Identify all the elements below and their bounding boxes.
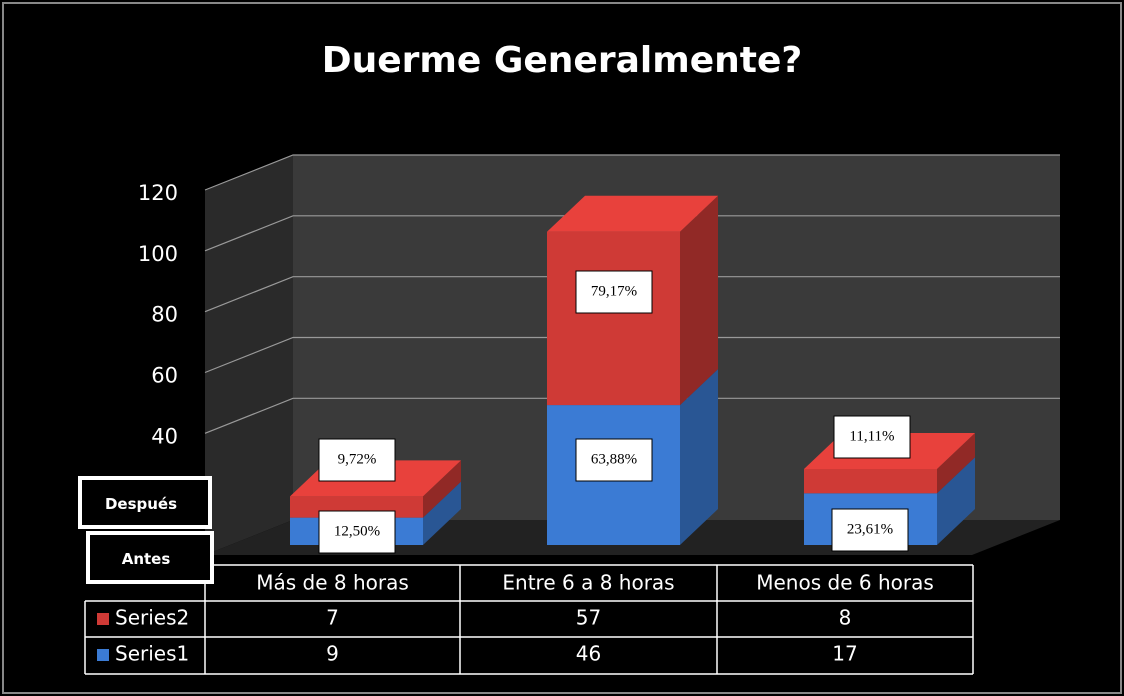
label-box xyxy=(86,531,214,584)
table-value: 7 xyxy=(326,606,339,630)
bar-top xyxy=(547,195,718,232)
grid-line xyxy=(204,276,1060,313)
bar-side xyxy=(937,457,975,545)
y-tick-label: 120 xyxy=(138,181,178,205)
table-header: Más de 8 horas xyxy=(256,571,409,595)
grid-line xyxy=(204,154,1060,191)
y-tick-label: 40 xyxy=(151,424,178,448)
table-value: 17 xyxy=(832,642,857,666)
chart-title: Duerme Generalmente? xyxy=(322,40,803,81)
grid-line xyxy=(204,397,1060,434)
y-tick-label: 100 xyxy=(138,242,178,266)
annotation: 63,88% xyxy=(591,451,637,467)
label-box xyxy=(78,476,212,529)
legend-swatch xyxy=(97,613,109,625)
grid-line xyxy=(204,215,1060,252)
annotation-box xyxy=(575,270,653,314)
legend-swatch xyxy=(97,649,109,661)
annotation: 9,72% xyxy=(338,451,377,467)
bar-side xyxy=(937,432,975,494)
bar-front xyxy=(804,468,937,494)
annotation-box xyxy=(831,508,909,552)
annotation-box xyxy=(318,438,396,482)
bar-side xyxy=(423,481,461,545)
table-header: Menos de 6 horas xyxy=(756,571,934,595)
annotation: 11,11% xyxy=(849,428,894,444)
table-value: 9 xyxy=(326,642,339,666)
legend-label: Series1 xyxy=(115,642,189,666)
bar-front xyxy=(547,231,680,406)
grid-line xyxy=(204,336,1060,374)
bar-side xyxy=(680,369,718,545)
y-tick-label: 80 xyxy=(151,303,178,327)
label-box-text: Antes xyxy=(122,550,171,568)
table-value: 46 xyxy=(576,642,601,666)
annotation: 12,50% xyxy=(334,523,380,539)
label-box-text: Después xyxy=(105,495,177,513)
legend-label: Series2 xyxy=(115,606,189,630)
annotation-box xyxy=(575,438,653,482)
annotation-box xyxy=(318,510,396,554)
bar-side xyxy=(680,195,718,406)
y-tick-label: 60 xyxy=(151,364,178,388)
table-header: Entre 6 a 8 horas xyxy=(502,571,674,595)
annotation-box xyxy=(833,415,911,459)
annotation: 23,61% xyxy=(847,521,893,537)
annotation: 79,17% xyxy=(591,283,637,299)
table-value: 8 xyxy=(839,606,852,630)
bar-side xyxy=(423,460,461,518)
table-value: 57 xyxy=(576,606,601,630)
